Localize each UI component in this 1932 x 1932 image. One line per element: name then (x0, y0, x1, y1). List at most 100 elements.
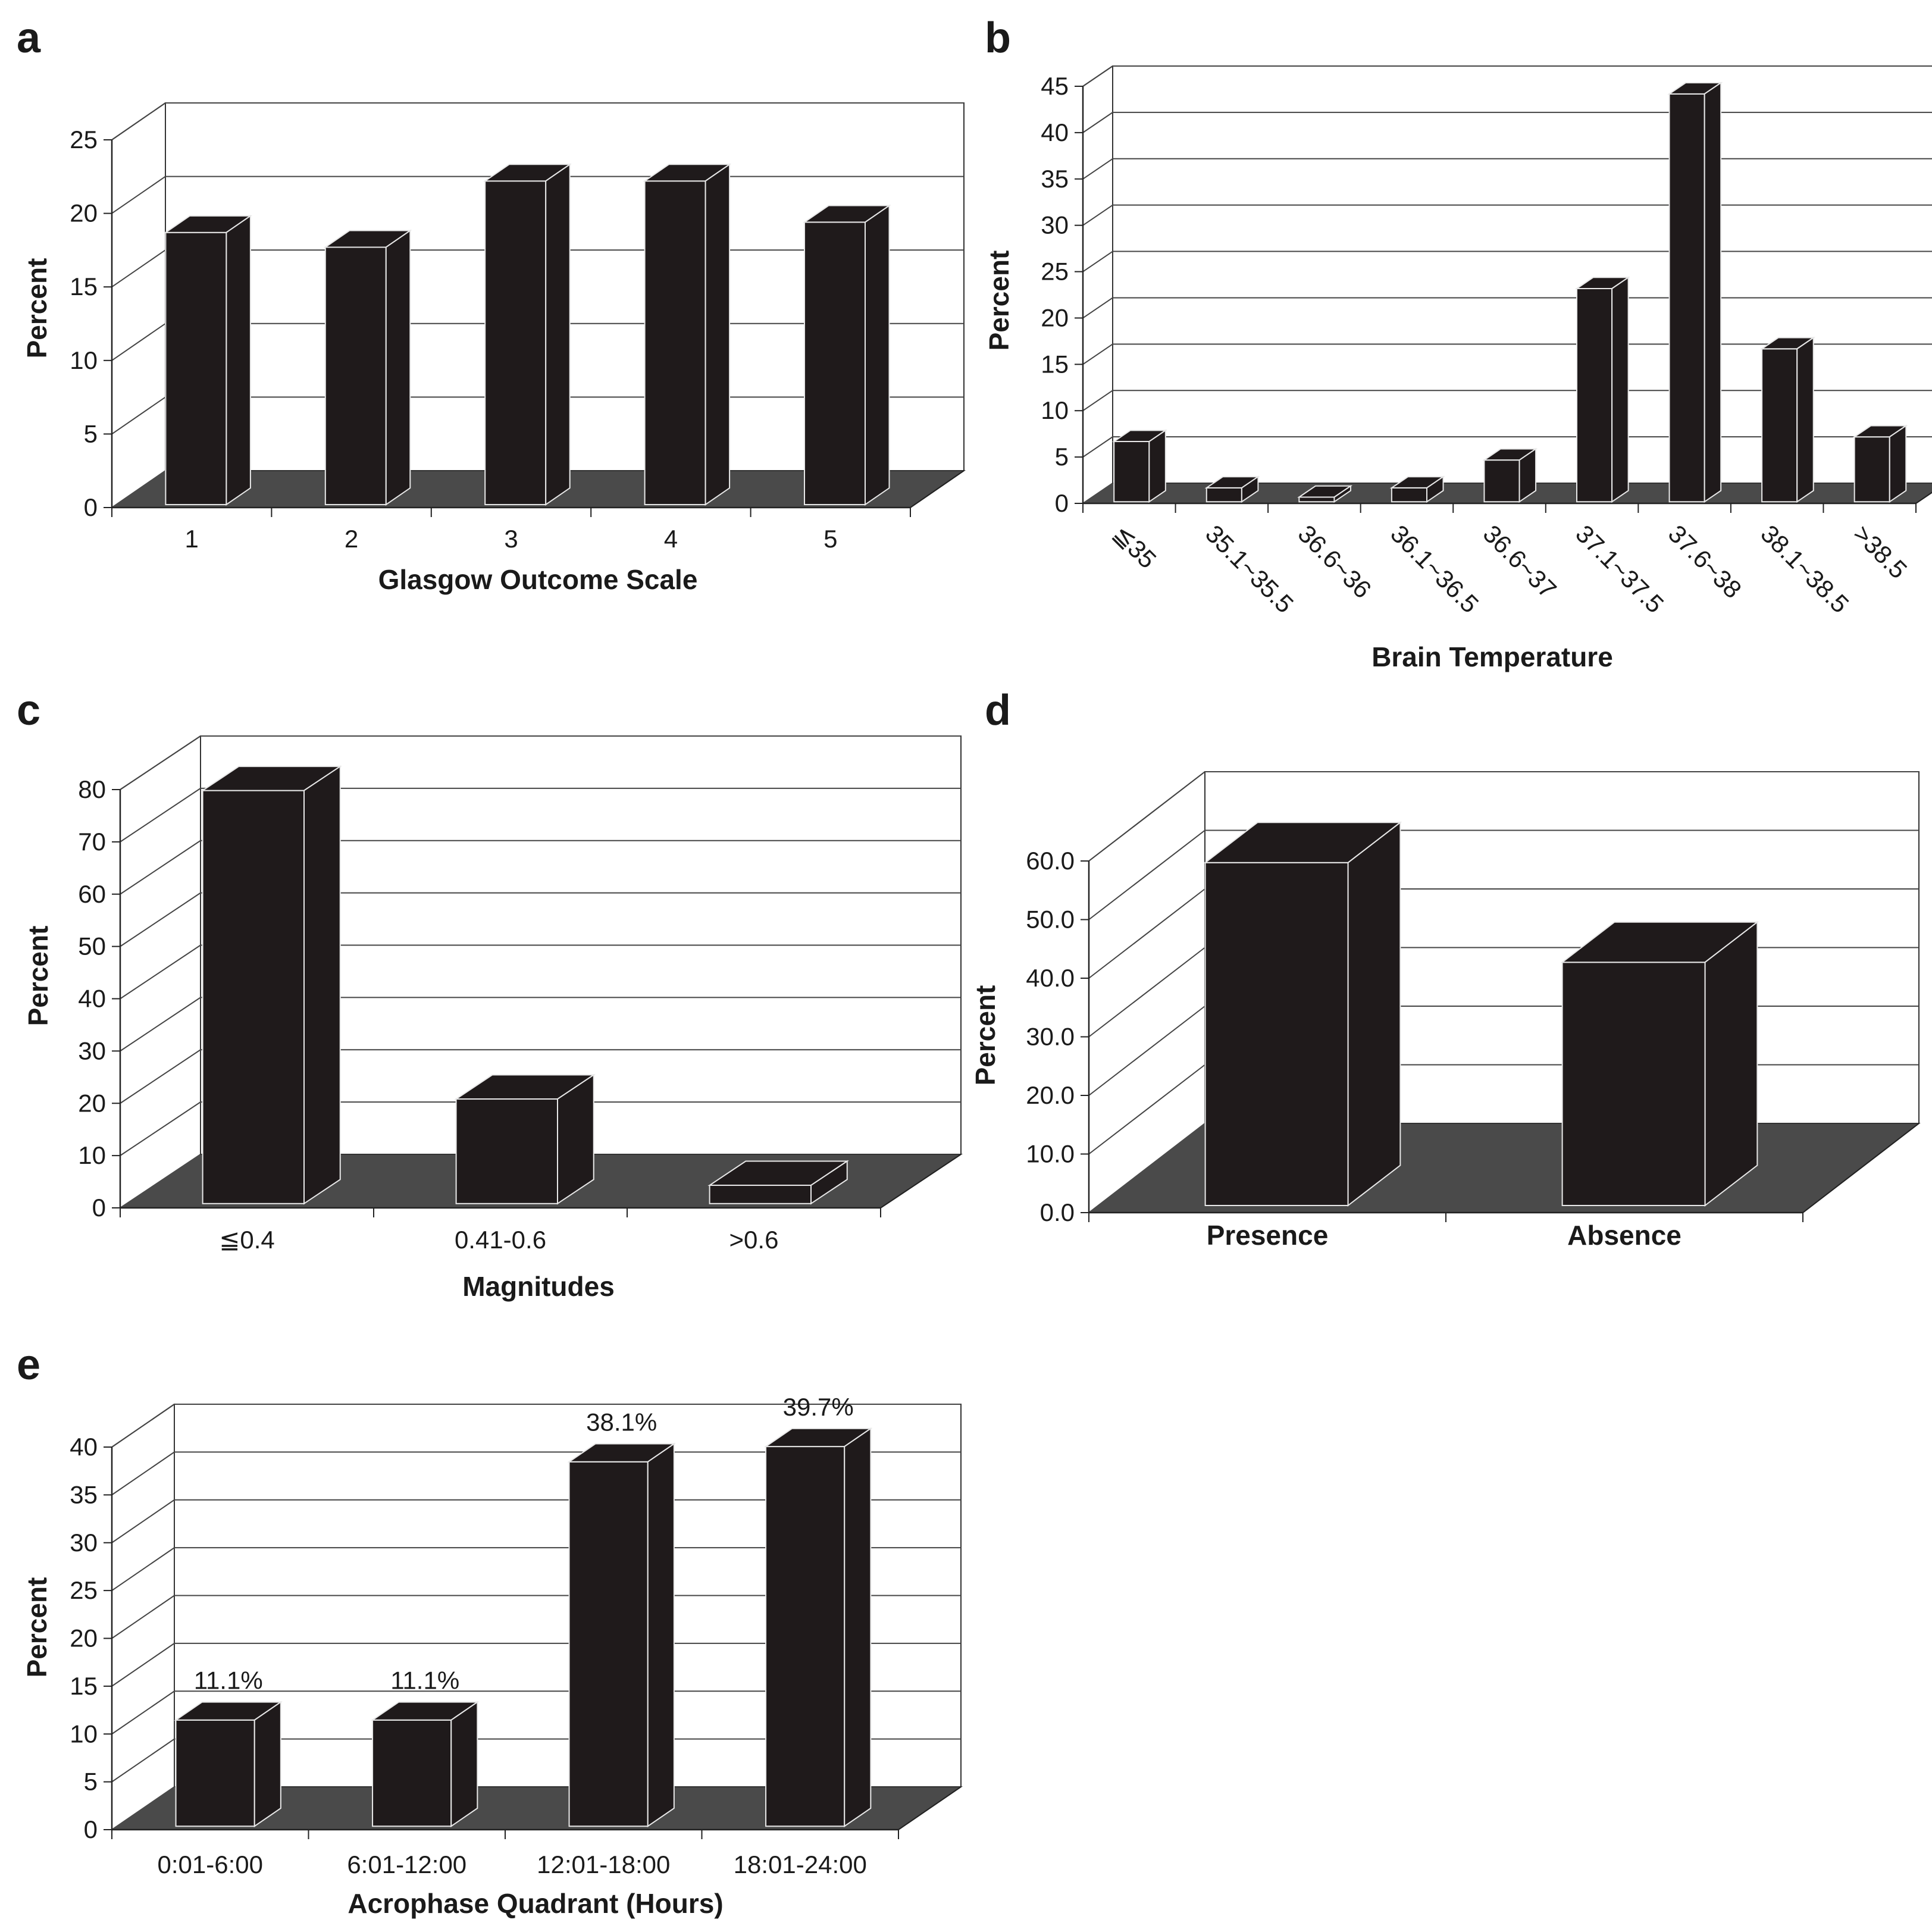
gridline-side (1082, 390, 1113, 412)
x-axis-title: Brain Temperature (1371, 641, 1613, 672)
gridline-side (111, 1499, 175, 1543)
y-tick-label: 30 (70, 1529, 98, 1557)
x-tick-label: 38.1~38.5 (1755, 519, 1854, 618)
y-tick-label: 30 (1041, 211, 1069, 239)
y-tick-label: 5 (1055, 443, 1069, 471)
gridline-side (111, 1595, 175, 1639)
floor-right-edge (910, 470, 965, 508)
y-tick-label: 60.0 (1026, 847, 1075, 875)
y-tick-label: 60 (78, 880, 106, 908)
y-tick-label: 0 (1055, 489, 1069, 517)
x-tick-label: 6:01-12:00 (347, 1850, 466, 1878)
bar-front (765, 1446, 846, 1827)
x-tick-label: 5 (823, 525, 837, 553)
bar-front (1761, 348, 1798, 503)
data-label: 11.1% (194, 1667, 263, 1695)
y-tick-label: 0 (92, 1194, 106, 1222)
gridline-side (111, 1690, 175, 1735)
bar-front (484, 180, 547, 506)
y-tick-label: 10 (78, 1141, 106, 1169)
bar-side (1611, 276, 1629, 503)
gridline-side (1082, 436, 1113, 458)
gridline-side (1082, 158, 1113, 180)
y-tick-label: 15 (70, 273, 98, 300)
floor-right-edge (1802, 1123, 1920, 1213)
y-tick-label: 40 (70, 1433, 98, 1461)
floor-right-edge (1915, 491, 1932, 504)
bar-front (568, 1461, 649, 1827)
panel-letter: e (17, 1341, 40, 1389)
gridline-side (120, 944, 201, 1000)
x-tick-label: 37.6~38 (1663, 519, 1747, 603)
gridline-side (120, 788, 201, 843)
bar-side (1426, 475, 1444, 503)
gridline-side (1082, 65, 1113, 87)
bar-side (253, 1701, 281, 1828)
bar-front (1576, 287, 1613, 503)
y-tick-label: 25 (70, 1576, 98, 1604)
gridline-side (1088, 829, 1205, 920)
bar-side (647, 1442, 675, 1828)
y-axis-title: Percent (21, 1577, 52, 1678)
y-tick-label: 10 (1041, 396, 1069, 424)
gridline-side (120, 1101, 201, 1156)
x-tick-label: 18:01-24:00 (734, 1850, 867, 1878)
gridline-side (111, 1738, 175, 1783)
bar-side (1333, 484, 1351, 503)
gridline-side (1082, 250, 1113, 273)
gridline-side (111, 1451, 175, 1496)
y-tick-label: 10 (70, 1720, 98, 1748)
y-axis-title: Percent (23, 926, 54, 1026)
x-axis-title: Magnitudes (462, 1271, 615, 1302)
y-tick-label: 5 (84, 419, 98, 447)
gridline-side (1082, 343, 1113, 365)
y-tick-label: 10 (70, 346, 98, 374)
gridline-side (111, 102, 166, 140)
bar-side (1889, 424, 1907, 503)
gridline-side (1088, 1006, 1205, 1096)
y-tick-label: 30.0 (1026, 1023, 1075, 1051)
x-tick-label: 4 (664, 525, 678, 553)
bar-side (1347, 821, 1401, 1207)
bar-front (202, 790, 305, 1204)
floor-right-edge (880, 1154, 962, 1208)
gridline-side (111, 322, 166, 361)
bar-side (1704, 920, 1758, 1207)
y-tick-label: 5 (84, 1768, 98, 1796)
y-tick-label: 50 (78, 932, 106, 960)
bar-side (810, 1160, 848, 1205)
gridline-side (1088, 771, 1205, 862)
gridline-side (111, 1404, 175, 1448)
bar-side (226, 214, 251, 506)
bar-side (1704, 82, 1722, 503)
panel-a: a 0 5 10 15 20 25 1 2 3 4 5 Glasgow Outcome Scale Per… (17, 14, 966, 595)
bar-front (1483, 459, 1520, 503)
y-axis-title: Percent (970, 985, 1001, 1086)
x-tick-label: 1 (185, 525, 199, 553)
bar-front (372, 1719, 452, 1827)
x-tick-label: 2 (345, 525, 358, 553)
bar-front (1561, 962, 1706, 1206)
bar-side (864, 204, 890, 506)
x-tick-label: ≦0.4 (219, 1226, 275, 1254)
y-tick-label: 25 (1041, 258, 1069, 286)
y-axis-title: Percent (21, 258, 52, 359)
y-tick-label: 20 (78, 1089, 106, 1117)
y-tick-label: 40 (1041, 118, 1069, 146)
y-axis-title: Percent (984, 250, 1014, 351)
gridline-side (1082, 112, 1113, 133)
x-tick-label: 0.41-0.6 (455, 1226, 546, 1254)
y-tick-label: 80 (78, 775, 106, 803)
x-tick-label: >38.5 (1848, 519, 1912, 584)
y-tick-label: 20.0 (1026, 1081, 1075, 1109)
bar-side (450, 1701, 478, 1828)
bar-side (1518, 447, 1537, 503)
y-tick-label: 20 (70, 1624, 98, 1652)
y-tick-label: 40.0 (1026, 964, 1075, 992)
y-tick-label: 40 (78, 985, 106, 1013)
bar-side (1148, 429, 1166, 503)
data-label: 38.1% (586, 1408, 657, 1436)
gridline-side (1088, 1064, 1205, 1155)
x-tick-label: 3 (504, 525, 518, 553)
y-tick-label: 0 (84, 1815, 98, 1843)
